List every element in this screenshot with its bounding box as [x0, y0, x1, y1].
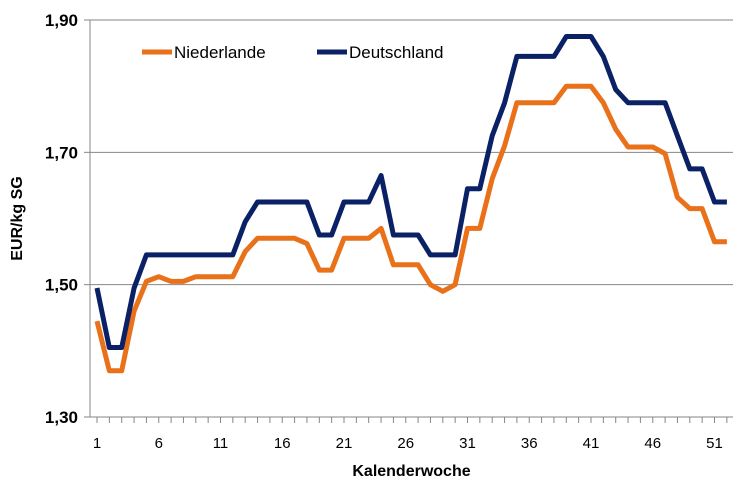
- series-line-niederlande: [94, 83, 727, 374]
- x-axis-title: Kalenderwoche: [352, 463, 470, 480]
- axes: [89, 20, 733, 418]
- y-tick-label: 1,30: [45, 408, 78, 427]
- x-tick-label: 11: [213, 435, 229, 452]
- y-tick-label: 1,70: [45, 143, 78, 162]
- x-tick-label: 21: [336, 435, 353, 452]
- series-line-deutschland: [94, 34, 727, 350]
- x-tick-label: 31: [459, 435, 476, 452]
- legend-label-niederlande: Niederlande: [174, 43, 266, 62]
- tick-marks: [84, 19, 728, 423]
- x-tick-label: 51: [706, 435, 723, 452]
- data-series: [94, 34, 727, 374]
- x-tick-label: 26: [397, 435, 414, 452]
- tick-labels: 1,301,501,701,901 6 11 16 21 26 31 36 41 46 51: [45, 11, 723, 452]
- x-tick-label: 16: [274, 435, 291, 452]
- y-tick-label: 1,50: [45, 276, 78, 295]
- legend: Niederlande Deutschland: [142, 43, 444, 62]
- gridlines: [90, 19, 733, 286]
- x-tick-label: 41: [583, 435, 600, 452]
- x-tick-label: 36: [521, 435, 538, 452]
- x-tick-label: 46: [644, 435, 661, 452]
- x-tick-label: 6: [155, 435, 163, 452]
- x-tick-label: 1: [93, 435, 101, 452]
- y-tick-label: 1,90: [45, 11, 78, 30]
- y-axis-title: EUR/kg SG: [9, 176, 26, 260]
- legend-label-deutschland: Deutschland: [349, 43, 444, 62]
